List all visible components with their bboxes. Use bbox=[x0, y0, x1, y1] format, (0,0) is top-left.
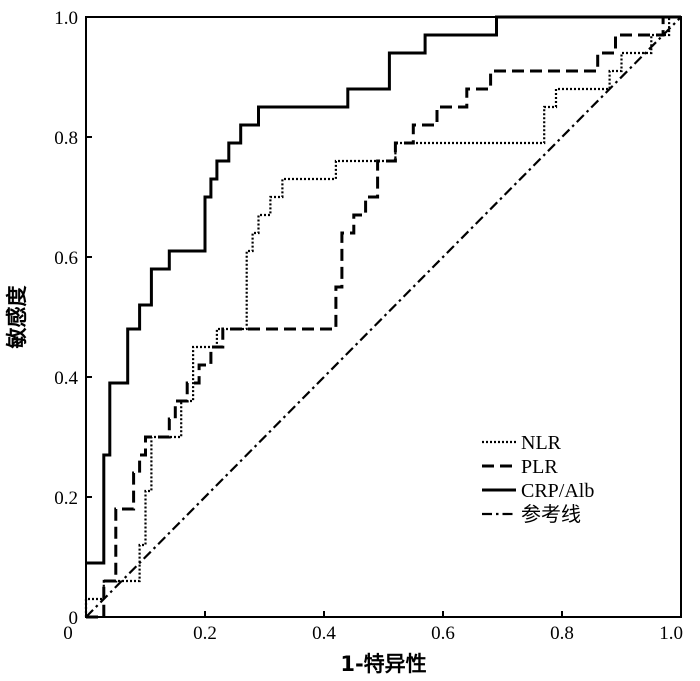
x-tick-label: 0.8 bbox=[550, 623, 574, 644]
series-line-dotted bbox=[84, 15, 681, 617]
y-tick-label: 0.2 bbox=[54, 488, 78, 509]
x-tick-label: 0.2 bbox=[193, 623, 217, 644]
legend-label-dash-dot: 参考线 bbox=[521, 503, 581, 526]
x-tick-label: 0.4 bbox=[312, 623, 336, 644]
x-axis-title: 1-特异性 bbox=[340, 652, 426, 676]
legend-label-dashed: PLR bbox=[521, 456, 558, 478]
legend-label-dotted: NLR bbox=[521, 432, 562, 454]
series-layer bbox=[84, 15, 682, 619]
series-line-solid bbox=[86, 15, 681, 565]
series-line-dash-dot bbox=[85, 16, 682, 618]
y-axis-title: 敏感度 bbox=[5, 286, 29, 350]
x-tick-label: 1.0 bbox=[659, 623, 683, 644]
y-tick-label: 1.0 bbox=[54, 8, 78, 29]
ticks-layer: 0 0.2 0.4 0.6 0.8 1.0 0 0.2 0.4 0.6 0.8 1.0 bbox=[54, 8, 683, 644]
series-line-dashed bbox=[86, 15, 681, 619]
y-tick-label: 0.6 bbox=[54, 248, 78, 269]
y-tick-label: 0.8 bbox=[54, 128, 78, 149]
x-tick-label: 0 bbox=[63, 623, 73, 644]
y-tick-label: 0 bbox=[69, 608, 79, 629]
y-tick-label: 0.4 bbox=[54, 368, 78, 389]
legend-label-solid: CRP/Alb bbox=[521, 480, 594, 502]
x-tick-label: 0.6 bbox=[431, 623, 455, 644]
plot-frame bbox=[85, 16, 682, 618]
